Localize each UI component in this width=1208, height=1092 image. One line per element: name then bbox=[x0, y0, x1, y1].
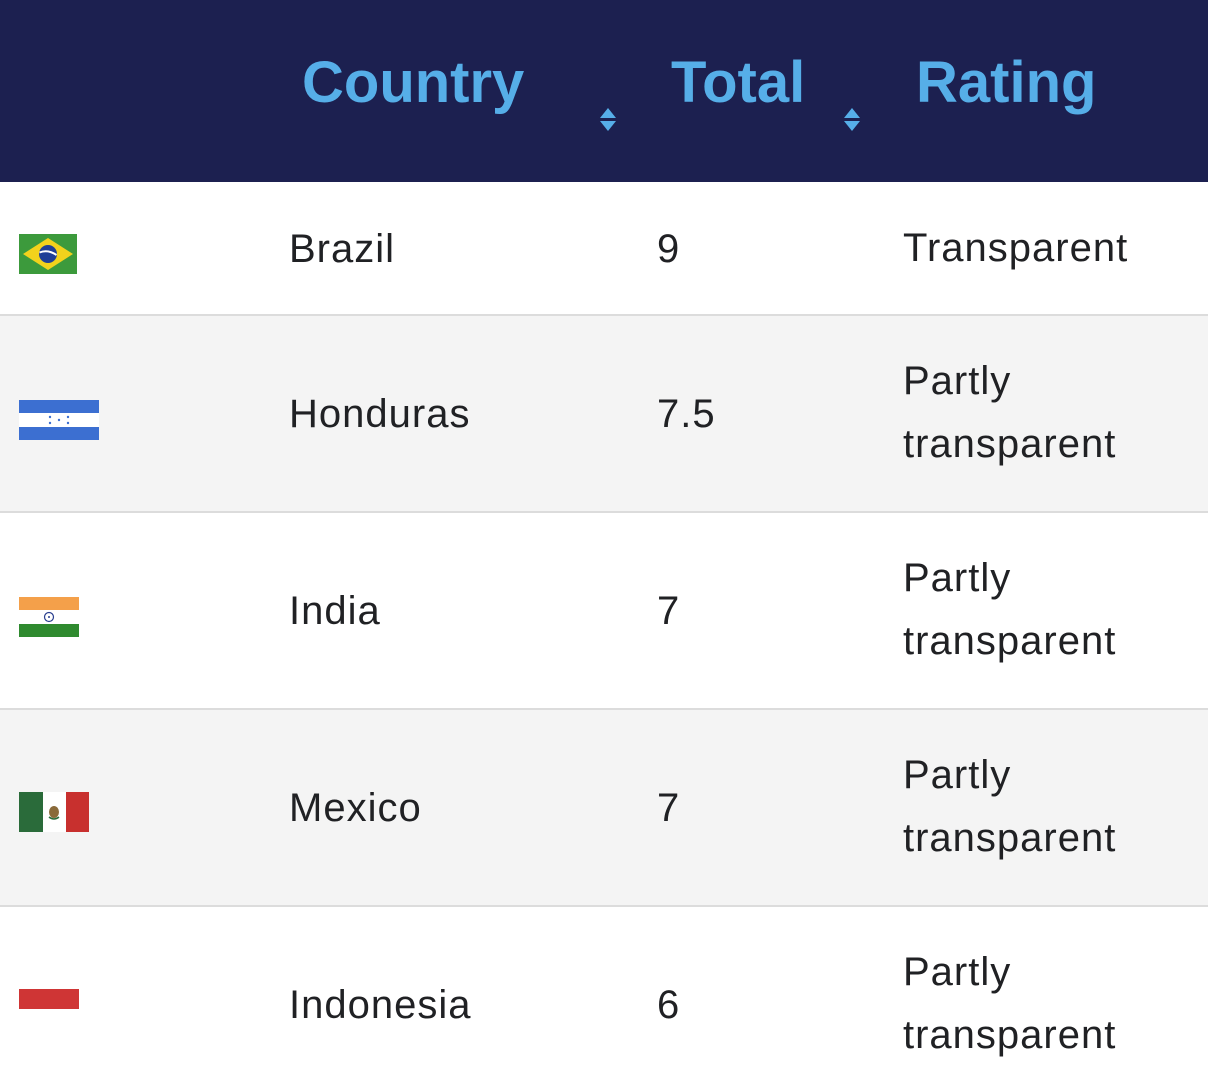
rating-value: Transparent bbox=[903, 217, 1128, 280]
rating-line-1: Partly bbox=[903, 556, 1012, 600]
rating-line-2: transparent bbox=[903, 1013, 1117, 1057]
table-row: India 7 Partly transparent bbox=[0, 513, 1208, 710]
rating-line-2: transparent bbox=[903, 619, 1117, 663]
rating-line-2: transparent bbox=[903, 816, 1117, 860]
rating-value: Partly transparent bbox=[903, 744, 1116, 870]
country-name: Mexico bbox=[289, 786, 422, 830]
sort-icon-country[interactable] bbox=[599, 108, 617, 134]
total-score: 7 bbox=[657, 786, 681, 830]
total-score: 7 bbox=[657, 589, 681, 633]
brazil-flag-icon bbox=[19, 234, 77, 274]
rating-value: Partly transparent bbox=[903, 547, 1116, 673]
india-flag-icon bbox=[19, 597, 79, 637]
column-header-rating[interactable]: Rating bbox=[916, 50, 1097, 115]
indonesia-flag-icon bbox=[19, 989, 79, 1029]
mexico-flag-icon bbox=[19, 792, 89, 832]
total-score: 6 bbox=[657, 983, 681, 1027]
table-row: Mexico 7 Partly transparent bbox=[0, 710, 1208, 907]
table-row: Honduras 7.5 Partly transparent bbox=[0, 316, 1208, 513]
rating-line-1: Transparent bbox=[903, 226, 1129, 270]
rating-line-2: transparent bbox=[903, 422, 1117, 466]
rating-line-1: Partly bbox=[903, 753, 1012, 797]
country-name: Brazil bbox=[289, 227, 396, 271]
sort-icon-total[interactable] bbox=[843, 108, 861, 134]
country-name: Indonesia bbox=[289, 983, 472, 1027]
table-row: Brazil 9 Transparent bbox=[0, 182, 1208, 316]
honduras-flag-icon bbox=[19, 400, 99, 440]
table-header: Country Total Rating bbox=[0, 0, 1208, 182]
column-header-total[interactable]: Total bbox=[671, 50, 806, 115]
total-score: 9 bbox=[657, 227, 681, 271]
rating-line-1: Partly bbox=[903, 950, 1012, 994]
table-row: Indonesia 6 Partly transparent bbox=[0, 907, 1208, 1092]
country-name: India bbox=[289, 589, 381, 633]
rating-value: Partly transparent bbox=[903, 941, 1116, 1067]
rating-value: Partly transparent bbox=[903, 350, 1116, 476]
column-header-country[interactable]: Country bbox=[302, 50, 525, 115]
country-name: Honduras bbox=[289, 392, 471, 436]
rating-line-1: Partly bbox=[903, 359, 1012, 403]
total-score: 7.5 bbox=[657, 392, 716, 436]
